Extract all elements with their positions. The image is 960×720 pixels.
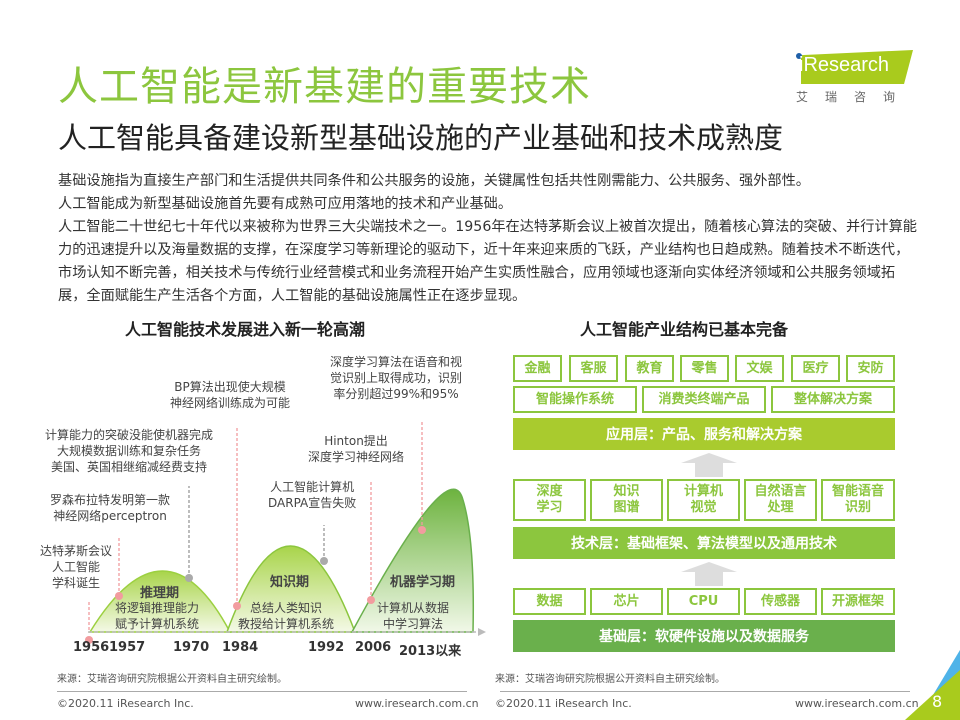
period-reasoning-desc: 将逻辑推理能力 赋予计算机系统: [115, 601, 200, 631]
copyright: ©2020.11 iResearch Inc.: [495, 697, 632, 710]
event-dot: [367, 596, 375, 604]
iresearch-logo: iResearch 艾瑞咨询: [793, 50, 913, 105]
hill-ml: [350, 488, 475, 633]
period-knowledge-desc: 总结人类知识 教授给计算机系统: [238, 601, 335, 631]
corner-decoration: [905, 650, 960, 720]
left-source: 来源：艾瑞咨询研究院根据公开资料自主研究绘制。: [57, 674, 287, 685]
event-dot: [418, 526, 426, 534]
annotation-perceptron: 罗森布拉特发明第一款 神经网络perceptron: [50, 493, 171, 523]
annotation-compute-limit: 计算能力的突破没能使机器完成 大规模数据训练和复杂任务 美国、英国相继缩减经费支…: [45, 428, 214, 474]
footer-url: www.iresearch.com.cn: [795, 697, 919, 710]
period-knowledge: 知识期: [270, 575, 310, 590]
page-number: 8: [932, 692, 943, 711]
body-text: 基础设施指为直接生产部门和生活提供共同条件和公共服务的设施，关键属性包括共性刚需…: [58, 173, 917, 304]
event-dot: [115, 592, 123, 600]
ai-timeline-diagram: [85, 420, 486, 644]
arrow-up-icon: [681, 562, 737, 586]
event-dot: [233, 602, 241, 610]
footer-divider: [57, 691, 467, 692]
page-title: 人工智能是新基建的重要技术: [58, 64, 591, 110]
right-source: 来源：艾瑞咨询研究院根据公开资料自主研究绘制。: [495, 674, 725, 685]
hill-knowledge: [225, 545, 357, 633]
period-ml-desc: 计算机从数据 中学习算法: [377, 601, 450, 631]
page-subtitle: 人工智能具备建设新型基础设施的产业基础和技术成熟度: [58, 121, 784, 155]
annotation-dartmouth: 达特茅斯会议 人工智能 学科诞生: [40, 544, 113, 590]
hill-reasoning: [88, 570, 232, 633]
event-dot: [185, 574, 193, 582]
right-chart-title: 人工智能产业结构已基本完备: [580, 320, 789, 339]
annotation-darpa: 人工智能计算机 DARPA宣告失败: [268, 480, 357, 510]
annotation-bp: BP算法出现使大规模 神经网络训练成为可能: [170, 380, 291, 410]
tech-layer-bar: 技术层：基础框架、算法模型以及通用技术: [513, 527, 895, 559]
arrow-up-icon: [681, 453, 737, 477]
event-dot: [320, 557, 328, 565]
event-dot: [85, 636, 93, 644]
app-layer-bar: 应用层：产品、服务和解决方案: [513, 418, 895, 450]
period-reasoning: 推理期: [140, 586, 180, 601]
annotation-hinton: Hinton提出 深度学习神经网络: [308, 434, 405, 464]
footer-divider: [500, 691, 910, 692]
annotation-deep-learning: 深度学习算法在语音和视 觉识别上取得成功，识别 率分别超过99%和95%: [330, 355, 463, 401]
period-ml: 机器学习期: [390, 575, 456, 590]
footer-url: www.iresearch.com.cn: [355, 697, 479, 710]
base-layer-bar: 基础层：软硬件设施以及数据服务: [513, 620, 895, 652]
copyright: ©2020.11 iResearch Inc.: [57, 697, 194, 710]
left-chart-title: 人工智能技术发展进入新一轮高潮: [125, 320, 366, 339]
